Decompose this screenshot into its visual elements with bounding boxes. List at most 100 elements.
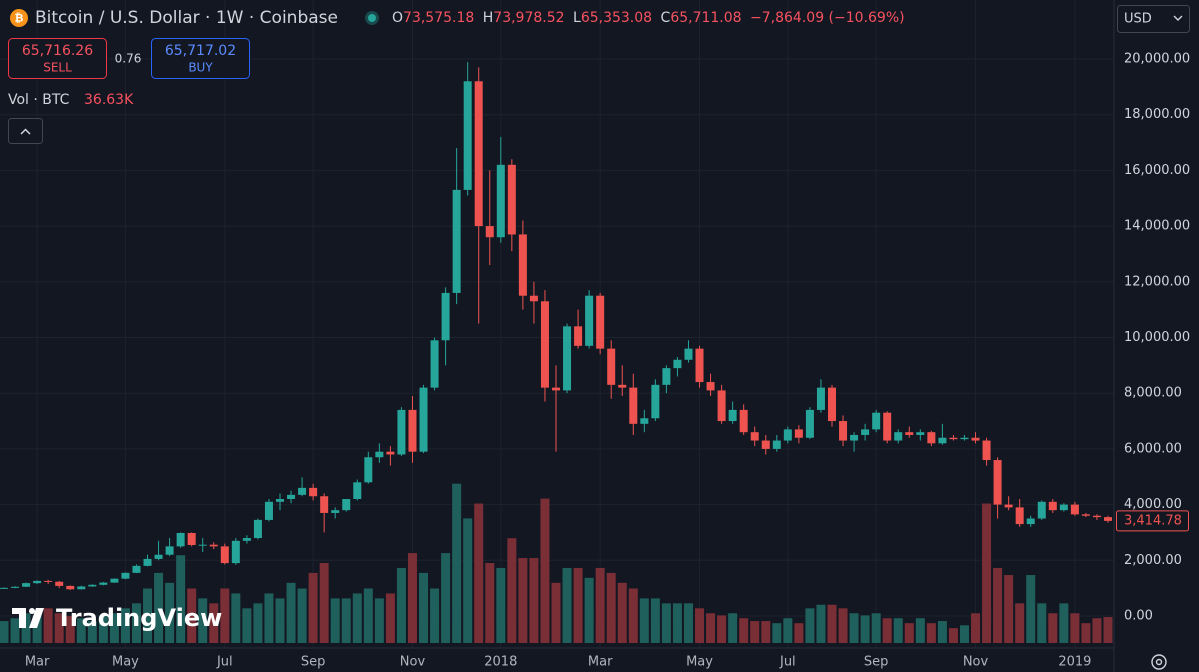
volume-bar: [1103, 617, 1113, 643]
currency-select[interactable]: [1117, 5, 1190, 33]
volume-bar: [551, 582, 561, 643]
volume-bar: [1004, 575, 1014, 643]
volume-bar: [683, 603, 693, 643]
currency-label: USD: [1124, 12, 1152, 27]
volume-bar: [341, 598, 351, 643]
symbol-title[interactable]: Bitcoin / U.S. Dollar · 1W · Coinbase: [35, 8, 338, 28]
candle-body: [905, 432, 914, 435]
candle-body: [408, 409, 417, 452]
candle-body: [1092, 515, 1101, 518]
candle-body: [165, 546, 174, 555]
volume-bar: [352, 593, 362, 643]
volume-bar: [838, 608, 848, 643]
volume-title[interactable]: Vol · BTC: [8, 92, 70, 108]
ohlc-value: 73,978.52: [493, 10, 564, 26]
y-tick-label: 14,000.00: [1124, 219, 1190, 234]
candle-body: [430, 340, 439, 388]
y-tick-label: 8,000.00: [1124, 386, 1182, 401]
buy-label: BUY: [188, 61, 213, 75]
volume-bar: [286, 582, 296, 643]
volume-bar: [0, 621, 9, 643]
ohlc-value: 65,711.08: [670, 10, 741, 26]
btc-icon: [10, 9, 28, 27]
candle-body: [894, 432, 903, 441]
volume-bar: [374, 598, 384, 643]
candle-body: [220, 546, 229, 564]
volume-bar: [761, 621, 771, 643]
ohlc-key: O: [392, 10, 403, 26]
candle-body: [1015, 507, 1024, 525]
sell-button[interactable]: [8, 38, 107, 79]
candle-body: [1004, 504, 1013, 508]
volume-bar: [584, 577, 594, 643]
y-tick-label: 6,000.00: [1124, 441, 1182, 456]
volume-bar: [474, 503, 484, 643]
candle-body: [728, 409, 737, 422]
candle-body: [695, 348, 704, 383]
volume-bar: [209, 603, 219, 643]
volume-bar: [739, 618, 749, 643]
volume-bar: [816, 604, 826, 643]
volume-bar: [297, 588, 307, 643]
volume-bar: [1026, 575, 1036, 643]
collapse-chevron: [20, 128, 31, 135]
y-tick-label: 16,000.00: [1124, 163, 1190, 178]
candle-body: [850, 434, 859, 441]
candle-body: [540, 301, 549, 388]
candle-body: [88, 584, 97, 587]
volume-bar: [1081, 623, 1091, 643]
candle-body: [1059, 504, 1068, 511]
volume-bar: [772, 623, 782, 643]
candle-body: [121, 572, 130, 579]
volume-bar: [198, 598, 208, 643]
ohlc-key: H: [483, 10, 494, 26]
volume-bar: [882, 618, 892, 643]
volume-bar: [540, 498, 550, 643]
candle-body: [375, 451, 384, 458]
volume-bar: [1015, 603, 1025, 643]
trade-buttons: 65,716.26 SELL 0.76 65,717.02 BUY: [8, 38, 250, 79]
x-tick-label: Mar: [25, 655, 50, 670]
candle-body: [309, 487, 318, 497]
candle-body: [242, 538, 251, 541]
x-tick-label: Nov: [400, 655, 426, 670]
volume-bar: [1092, 618, 1102, 643]
candle-body: [706, 382, 715, 391]
candle-body: [463, 81, 472, 190]
settings-icon[interactable]: [1151, 654, 1167, 670]
volume-bar: [43, 608, 53, 643]
volume-bar: [363, 588, 373, 643]
volume-bar: [993, 567, 1003, 643]
candle-body: [342, 499, 351, 511]
volume-bar: [407, 553, 417, 643]
volume-bar: [959, 625, 969, 643]
volume-bar: [21, 613, 31, 643]
collapse-button[interactable]: [8, 118, 43, 144]
volume-bar: [275, 598, 285, 643]
x-tick-label: May: [112, 655, 139, 670]
logo-t: [12, 608, 26, 628]
sell-label: SELL: [43, 61, 72, 75]
candle-body: [518, 234, 527, 296]
tradingview-logo[interactable]: TradingView: [12, 604, 222, 632]
x-tick-label: 2019: [1058, 655, 1091, 670]
volume-bar: [728, 613, 738, 643]
volume-bar: [220, 588, 230, 643]
candle-body: [44, 580, 53, 582]
volume-bar: [750, 621, 760, 643]
buy-button[interactable]: [151, 38, 250, 79]
volume-bar: [396, 567, 406, 643]
candle-body: [507, 164, 516, 235]
volume-bar: [849, 613, 859, 643]
volume-bar: [452, 483, 462, 643]
volume-bar: [76, 618, 86, 643]
y-tick-label: 4,000.00: [1124, 497, 1182, 512]
volume-bar: [893, 618, 903, 643]
volume-bar: [1048, 613, 1058, 643]
candle-body: [651, 384, 660, 419]
btc-icon-glyph: ₿: [15, 12, 24, 25]
candle-body: [353, 482, 362, 500]
candle-body: [552, 387, 560, 391]
candle-body: [872, 412, 881, 430]
candle-body: [618, 384, 627, 388]
